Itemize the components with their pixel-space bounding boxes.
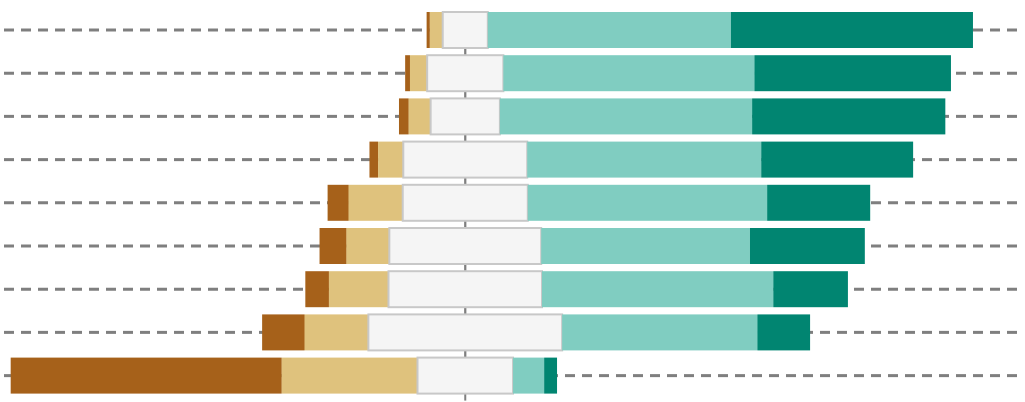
bar-segment-s2 [408, 98, 431, 135]
bar-segment-s2 [409, 55, 428, 92]
bar-segment-s1 [305, 271, 329, 308]
bar-row [398, 97, 946, 136]
bar-segment-s5 [544, 357, 558, 394]
bar-segment-s1 [398, 98, 409, 135]
bar-segment-s3 [388, 227, 543, 265]
bar-row [262, 313, 811, 352]
bar-segment-s1 [10, 357, 282, 394]
bar-segment-s2 [346, 228, 390, 264]
bar-segment-s1 [262, 314, 305, 351]
bar-segment-s1 [426, 12, 430, 48]
bar-segment-s3 [441, 11, 489, 49]
bar-row [426, 11, 973, 49]
bar-segment-s1 [405, 55, 410, 92]
bar-segment-s4 [527, 141, 762, 178]
bar-segment-s4 [542, 271, 774, 308]
bar-segment-s3 [367, 313, 564, 352]
bar-segment-s2 [328, 271, 389, 308]
bar-segment-s1 [319, 228, 347, 264]
bar-segment-s5 [761, 141, 914, 178]
bar-segment-s2 [281, 357, 418, 394]
bar-segment-s4 [503, 55, 755, 92]
bar-segment-s1 [369, 141, 379, 178]
bar-segment-s5 [754, 55, 951, 92]
bar-segment-s3 [401, 183, 529, 222]
bar-segment-s3 [416, 356, 515, 395]
bar-segment-s5 [767, 184, 871, 221]
bar-segment-s3 [387, 270, 544, 309]
bar-segment-s2 [348, 184, 403, 221]
bar-segment-s3 [429, 97, 501, 136]
bar-segment-s4 [499, 98, 753, 135]
bar-segment-s3 [426, 54, 505, 93]
bar-row [319, 227, 865, 265]
bars [10, 11, 973, 395]
bar-segment-s5 [749, 228, 865, 264]
bar-segment-s5 [752, 98, 946, 135]
bar-row [327, 183, 871, 222]
bar-segment-s1 [327, 184, 349, 221]
bar-segment-s2 [378, 141, 404, 178]
bar-row [10, 356, 558, 395]
bar-segment-s4 [562, 314, 758, 351]
bar-row [369, 140, 914, 179]
bar-segment-s4 [513, 357, 545, 394]
bar-segment-s4 [527, 184, 768, 221]
bar-segment-s5 [773, 271, 848, 308]
bar-segment-s2 [304, 314, 369, 351]
bar-segment-s5 [757, 314, 811, 351]
bar-segment-s2 [429, 12, 443, 48]
bar-segment-s4 [487, 12, 731, 48]
bar-row [405, 54, 951, 93]
bar-row [305, 270, 848, 309]
bar-segment-s3 [402, 140, 529, 179]
bar-segment-s4 [541, 228, 750, 264]
bar-segment-s5 [730, 12, 973, 48]
